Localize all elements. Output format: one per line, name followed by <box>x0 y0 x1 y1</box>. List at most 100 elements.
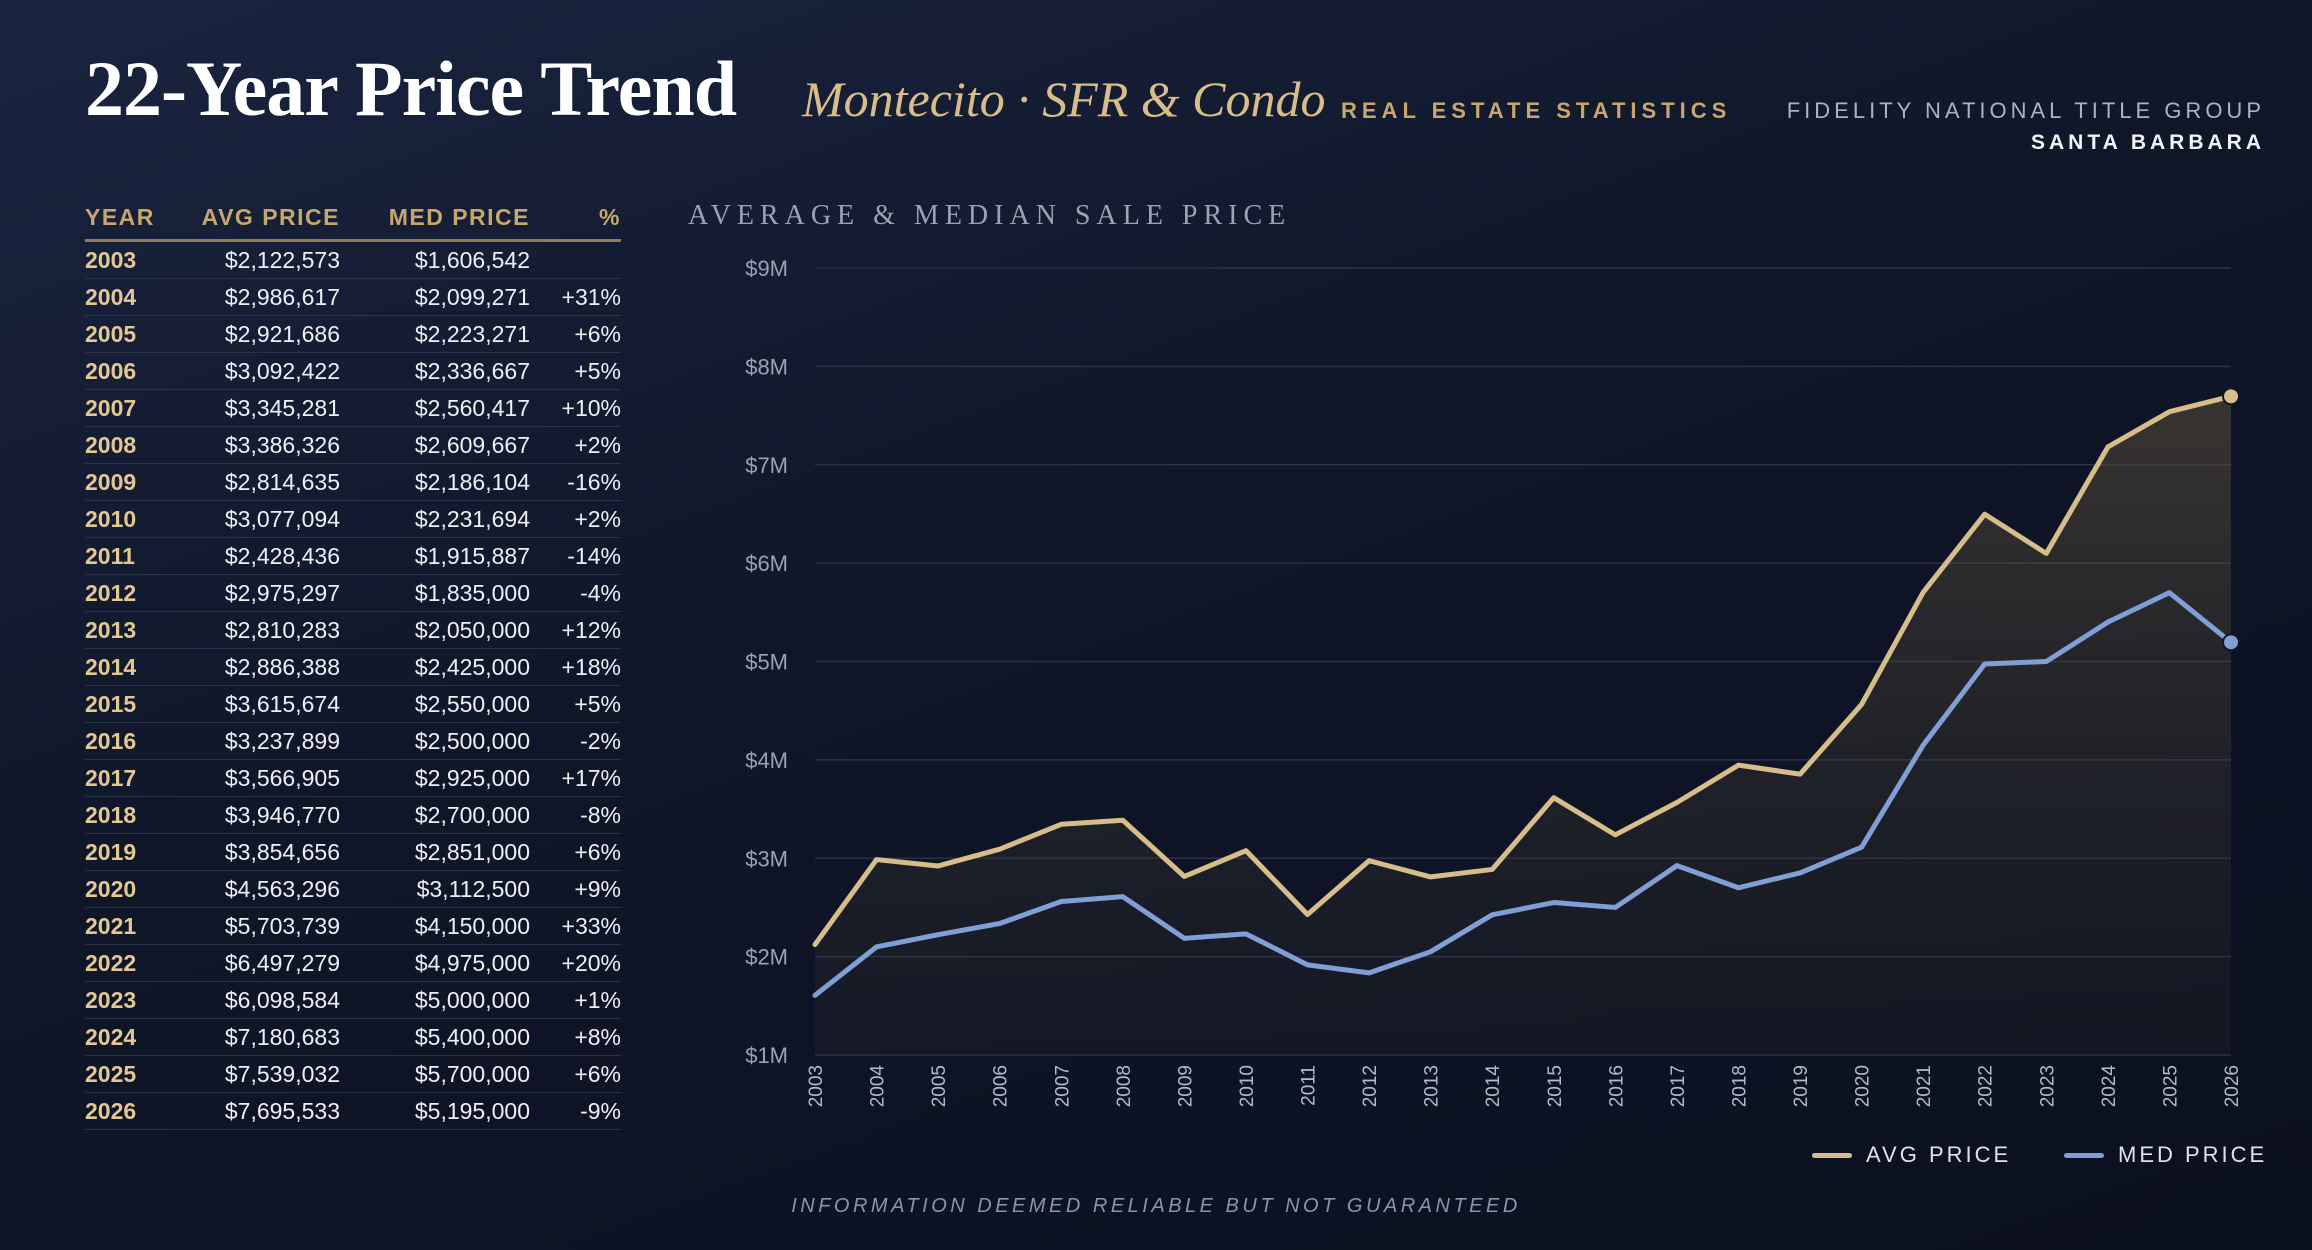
row-year: 2005 <box>85 320 137 347</box>
row-med-price: $2,099,271 <box>414 283 530 310</box>
row-avg-price: $4,563,296 <box>224 875 340 902</box>
row-med-price: $2,560,417 <box>414 394 530 421</box>
x-tick-label: 2012 <box>1360 1065 1381 1107</box>
row-year: 2026 <box>85 1097 137 1124</box>
table-row: 2022 $6,497,279 $4,975,000 +20% <box>85 945 621 982</box>
page-title: 22-Year Price Trend <box>85 45 737 132</box>
legend-avg-label: AVG PRICE <box>1866 1142 2012 1167</box>
row-med-price: $2,609,667 <box>414 431 530 458</box>
row-year: 2024 <box>85 1023 137 1050</box>
x-tick-label: 2021 <box>1914 1065 1935 1107</box>
row-med-price: $2,550,000 <box>414 690 530 717</box>
row-year: 2006 <box>85 357 137 384</box>
row-year: 2015 <box>85 690 137 717</box>
brand-company-label: FIDELITY NATIONAL TITLE GROUP <box>1786 98 2265 123</box>
x-tick-label: 2005 <box>929 1065 950 1107</box>
y-tick-label: $8M <box>745 354 788 379</box>
x-tick-label: 2017 <box>1668 1065 1689 1107</box>
row-year: 2025 <box>85 1060 137 1087</box>
row-avg-price: $2,921,686 <box>224 320 340 347</box>
row-percent: +5% <box>574 690 621 717</box>
y-tick-label: $3M <box>745 846 788 871</box>
row-med-price: $2,500,000 <box>414 727 530 754</box>
table-row: 2013 $2,810,283 $2,050,000 +12% <box>85 612 621 649</box>
row-med-price: $5,195,000 <box>414 1097 530 1124</box>
row-med-price: $5,700,000 <box>414 1060 530 1087</box>
row-med-price: $5,000,000 <box>414 986 530 1013</box>
table-row: 2020 $4,563,296 $3,112,500 +9% <box>85 871 621 908</box>
row-avg-price: $7,180,683 <box>224 1023 340 1050</box>
x-tick-label: 2019 <box>1791 1065 1812 1107</box>
row-percent: -14% <box>567 542 621 569</box>
x-tick-label: 2015 <box>1545 1065 1566 1107</box>
table-row: 2007 $3,345,281 $2,560,417 +10% <box>85 390 621 427</box>
row-year: 2008 <box>85 431 137 458</box>
row-year: 2017 <box>85 764 137 791</box>
header-year: YEAR <box>85 203 155 230</box>
row-avg-price: $2,975,297 <box>224 579 340 606</box>
row-med-price: $2,050,000 <box>414 616 530 643</box>
row-avg-price: $2,122,573 <box>224 246 340 273</box>
row-med-price: $2,223,271 <box>414 320 530 347</box>
table-row: 2026 $7,695,533 $5,195,000 -9% <box>85 1093 621 1130</box>
row-year: 2009 <box>85 468 137 495</box>
row-percent: +10% <box>561 394 621 421</box>
x-tick-label: 2008 <box>1114 1065 1135 1107</box>
x-tick-label: 2009 <box>1175 1065 1196 1107</box>
row-year: 2011 <box>85 542 135 569</box>
page-subtitle: Montecito · SFR & Condo <box>802 71 1326 127</box>
row-year: 2014 <box>85 653 137 680</box>
avg-price-area <box>815 396 2231 1056</box>
row-avg-price: $3,237,899 <box>224 727 340 754</box>
y-tick-label: $4M <box>745 748 788 773</box>
row-year: 2022 <box>85 949 137 976</box>
table-row: 2019 $3,854,656 $2,851,000 +6% <box>85 834 621 871</box>
row-avg-price: $3,092,422 <box>224 357 340 384</box>
y-tick-label: $9M <box>745 256 788 281</box>
row-avg-price: $2,814,635 <box>224 468 340 495</box>
brand-stats-label: REAL ESTATE STATISTICS <box>1341 98 1732 123</box>
x-tick-label: 2004 <box>868 1065 889 1108</box>
row-med-price: $2,700,000 <box>414 801 530 828</box>
avg-price-line <box>812 393 2234 948</box>
table-row: 2024 $7,180,683 $5,400,000 +8% <box>85 1019 621 1056</box>
table-row: 2021 $5,703,739 $4,150,000 +33% <box>85 908 621 945</box>
x-tick-label: 2007 <box>1052 1065 1073 1107</box>
row-percent: +6% <box>574 838 621 865</box>
row-med-price: $1,606,542 <box>414 246 530 273</box>
table-row: 2018 $3,946,770 $2,700,000 -8% <box>85 797 621 834</box>
row-percent: +5% <box>574 357 621 384</box>
table-header: YEAR AVG PRICE MED PRICE % <box>85 195 621 242</box>
row-percent: +9% <box>574 875 621 902</box>
row-year: 2018 <box>85 801 137 828</box>
row-year: 2004 <box>85 283 137 310</box>
x-tick-label: 2016 <box>1606 1065 1627 1107</box>
table-row: 2016 $3,237,899 $2,500,000 -2% <box>85 723 621 760</box>
chart-title: AVERAGE & MEDIAN SALE PRICE <box>688 200 1292 231</box>
row-percent: +31% <box>561 283 621 310</box>
brand-city-label: SANTA BARBARA <box>2031 131 2265 154</box>
row-year: 2003 <box>85 246 137 273</box>
table-row: 2017 $3,566,905 $2,925,000 +17% <box>85 760 621 797</box>
table-row: 2003 $2,122,573 $1,606,542 <box>85 242 621 279</box>
table-body: 2003 $2,122,573 $1,606,542 2004 $2,986,617 $2… <box>85 242 621 1130</box>
x-tick-label: 2026 <box>2222 1065 2243 1107</box>
row-percent: +33% <box>561 912 621 939</box>
row-med-price: $4,975,000 <box>414 949 530 976</box>
row-med-price: $2,425,000 <box>414 653 530 680</box>
row-avg-price: $2,986,617 <box>224 283 340 310</box>
row-med-price: $4,150,000 <box>414 912 530 939</box>
x-tick-label: 2023 <box>2037 1065 2058 1107</box>
row-percent: +17% <box>561 764 621 791</box>
legend-avg: AVG PRICE <box>1812 1142 2011 1168</box>
row-year: 2016 <box>85 727 137 754</box>
row-avg-price: $2,810,283 <box>224 616 340 643</box>
row-percent: +8% <box>574 1023 621 1050</box>
x-tick-label: 2013 <box>1422 1065 1443 1107</box>
legend-med: MED PRICE <box>2064 1142 2267 1168</box>
table-row: 2009 $2,814,635 $2,186,104 -16% <box>85 464 621 501</box>
row-avg-price: $5,703,739 <box>224 912 340 939</box>
row-avg-price: $2,428,436 <box>224 542 340 569</box>
row-avg-price: $6,098,584 <box>224 986 340 1013</box>
